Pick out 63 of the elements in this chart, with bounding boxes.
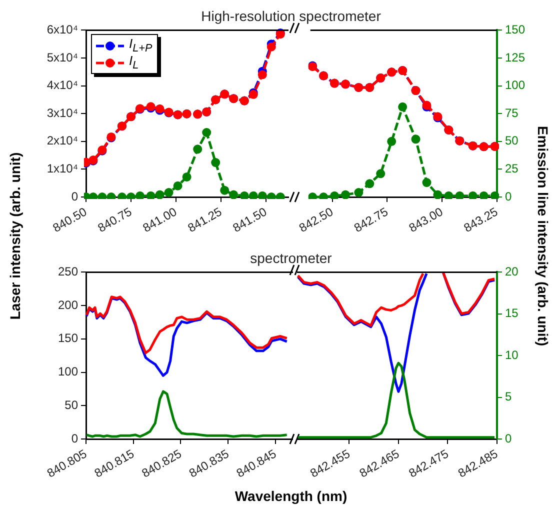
x-axis-title: Wavelength (nm) — [234, 488, 348, 504]
y2-tick-label: 0 — [505, 189, 512, 204]
y2-tick-label: 125 — [505, 50, 526, 64]
y2-tick-label: 75 — [505, 106, 519, 120]
y2-tick-label: 10 — [505, 348, 519, 362]
y-tick-label: 4x10⁴ — [46, 78, 78, 92]
y-tick-label: 150 — [58, 331, 78, 346]
point — [146, 191, 156, 199]
point — [248, 191, 258, 199]
y2-tick-label: 0 — [505, 431, 512, 446]
y-tick-label: 3x10⁴ — [46, 106, 78, 120]
y2-tick-label: 100 — [505, 78, 526, 92]
point — [444, 191, 454, 199]
point — [455, 191, 464, 199]
point — [398, 102, 408, 112]
y-axis-title: Laser intensity (arb. unit) — [7, 152, 23, 320]
point — [490, 191, 499, 199]
point — [330, 191, 340, 199]
y-tick-label: 50 — [64, 398, 78, 412]
y-tick-label: 6x10⁴ — [46, 22, 78, 37]
chart-title: High-resolution spectrometer — [201, 8, 381, 24]
y2-tick-label: 5 — [505, 390, 512, 404]
point — [433, 190, 442, 199]
point — [211, 158, 220, 168]
point — [340, 190, 350, 199]
y2-tick-label: 20 — [505, 264, 519, 279]
point — [173, 181, 182, 190]
point — [164, 188, 174, 198]
point — [240, 191, 249, 199]
point — [220, 186, 230, 195]
point — [387, 136, 396, 146]
point — [155, 190, 164, 199]
y-tick-label: 2x10⁴ — [46, 134, 78, 148]
legend-label: I$_{L+P}$ — [129, 36, 152, 55]
y-tick-label: 1x10⁴ — [46, 162, 78, 176]
y-tick-label: 250 — [58, 264, 78, 279]
point — [182, 172, 192, 182]
point — [468, 191, 478, 199]
y-tick-label: 100 — [58, 364, 78, 379]
point — [422, 178, 432, 188]
point — [258, 191, 267, 199]
point — [365, 179, 374, 188]
y2-tick-label: 25 — [505, 162, 519, 176]
point — [202, 128, 212, 138]
y2-axis-title: Emission line intensity (arb. unit) — [535, 126, 551, 346]
y-tick-label: 5x10⁴ — [46, 50, 78, 64]
legend-label: I$_{L}$ — [129, 53, 139, 72]
chart-title: spectrometer — [250, 250, 332, 266]
point — [376, 169, 386, 178]
point — [479, 191, 488, 199]
y-tick-label: 0 — [71, 189, 78, 204]
y2-tick-label: 15 — [505, 306, 519, 320]
point — [411, 134, 420, 144]
y-tick-label: 200 — [58, 298, 78, 312]
point — [258, 70, 267, 80]
y2-tick-label: 150 — [505, 22, 526, 37]
y2-tick-label: 50 — [505, 134, 519, 148]
point — [266, 42, 276, 52]
point — [136, 191, 144, 199]
point — [193, 144, 202, 154]
point — [354, 188, 364, 198]
point — [229, 190, 238, 199]
y-tick-label: 0 — [71, 431, 78, 446]
